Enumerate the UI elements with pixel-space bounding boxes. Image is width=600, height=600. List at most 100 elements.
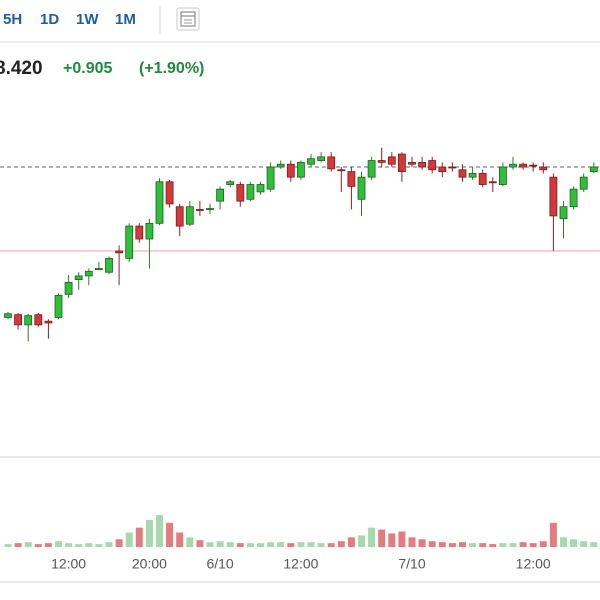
volume-bar: [590, 542, 598, 547]
volume-bar: [277, 542, 285, 547]
volume-bar: [267, 542, 275, 547]
candle-body: [44, 320, 53, 324]
volume-bar: [206, 542, 214, 547]
candle-body: [317, 156, 326, 161]
range-tab[interactable]: 1D: [40, 11, 59, 28]
candle-body: [74, 275, 83, 281]
candle-body: [95, 268, 103, 270]
candle-body: [226, 181, 235, 185]
volume-bar: [226, 542, 234, 547]
x-tick-label: 12:00: [516, 556, 551, 572]
candle-body: [347, 171, 356, 187]
candle-body: [165, 181, 174, 205]
volume-bar: [186, 537, 194, 547]
range-tab[interactable]: 1M: [115, 11, 136, 28]
candle-body: [246, 184, 255, 200]
volume-bar: [115, 539, 123, 547]
candle-body: [397, 153, 406, 173]
icon-frame[interactable]: [176, 7, 200, 31]
volume-bar: [358, 535, 365, 547]
volume-bar: [560, 537, 567, 547]
x-tick-label: 7/10: [398, 556, 425, 572]
volume-bar: [105, 542, 113, 547]
volume-bar: [307, 542, 315, 547]
candle-body: [387, 156, 396, 165]
candle-body: [236, 184, 245, 202]
candle-body: [307, 158, 315, 165]
candle-body: [498, 166, 507, 185]
layout-icon[interactable]: [176, 7, 200, 31]
candle-body: [105, 257, 113, 273]
candle-body: [64, 281, 73, 295]
volume-bar: [539, 541, 547, 547]
candle-body: [589, 166, 598, 173]
candle-body: [428, 160, 437, 171]
volume-bar: [65, 543, 73, 547]
volume-bar: [459, 542, 466, 547]
candle-body: [175, 206, 184, 227]
volume-bar: [75, 544, 83, 547]
volume-bar: [388, 533, 396, 547]
candle-body: [569, 188, 578, 208]
candle-body: [438, 166, 447, 173]
candle-body: [286, 163, 295, 178]
volume-bar: [85, 543, 93, 547]
volume-bar: [327, 543, 335, 547]
volume-bar: [448, 543, 456, 547]
candle-body: [367, 160, 376, 178]
volume-bar: [469, 543, 477, 547]
volume-bar: [570, 539, 578, 547]
icon-body[interactable]: [180, 11, 196, 27]
x-tick-label: 12:00: [283, 556, 318, 572]
volume-bar: [257, 543, 264, 547]
volume-bar: [529, 543, 537, 547]
candle-body: [296, 161, 305, 178]
candle-body: [579, 176, 588, 190]
candle-body: [448, 166, 457, 169]
volume-bar: [24, 542, 32, 547]
range-tab[interactable]: 1W: [76, 11, 99, 28]
range-tab[interactable]: 5H: [3, 11, 22, 28]
volume-bar: [125, 532, 133, 547]
volume-bar: [166, 522, 174, 547]
candle-body: [155, 181, 164, 224]
candle-body: [458, 169, 467, 178]
candle-body: [509, 163, 517, 168]
volume-bar: [14, 543, 22, 547]
volume-bar: [347, 537, 355, 547]
candle-body: [539, 166, 548, 171]
candle-body: [337, 169, 346, 172]
candle-body: [135, 225, 144, 240]
volume-bar: [418, 539, 426, 547]
candle-body: [24, 315, 33, 326]
candle-body: [408, 161, 416, 165]
candle-body: [418, 161, 427, 168]
candle-body: [115, 250, 123, 254]
candle-body: [206, 208, 214, 210]
volume-bar: [95, 544, 103, 547]
candle-body: [559, 206, 568, 220]
volume-bar: [368, 527, 376, 547]
volume-bar: [428, 541, 436, 547]
candle-body: [478, 173, 487, 185]
volume-bar: [398, 531, 406, 547]
candle-body: [145, 222, 154, 240]
volume-bar: [479, 543, 487, 547]
price-change-percent: (+1.90%): [139, 60, 204, 77]
volume-bar: [378, 529, 386, 547]
candle-body: [185, 206, 194, 225]
candle-body: [54, 294, 63, 318]
volume-bar: [549, 522, 557, 547]
volume-bar: [438, 542, 446, 547]
candle-body: [529, 164, 538, 167]
volume-bar: [580, 541, 588, 547]
volume-bar: [145, 519, 153, 547]
volume-bar: [216, 541, 224, 547]
candle-body: [276, 163, 285, 168]
volume-bar: [44, 543, 52, 547]
candle-body: [195, 209, 204, 211]
candle-body: [468, 173, 477, 178]
volume-bar: [4, 544, 12, 547]
